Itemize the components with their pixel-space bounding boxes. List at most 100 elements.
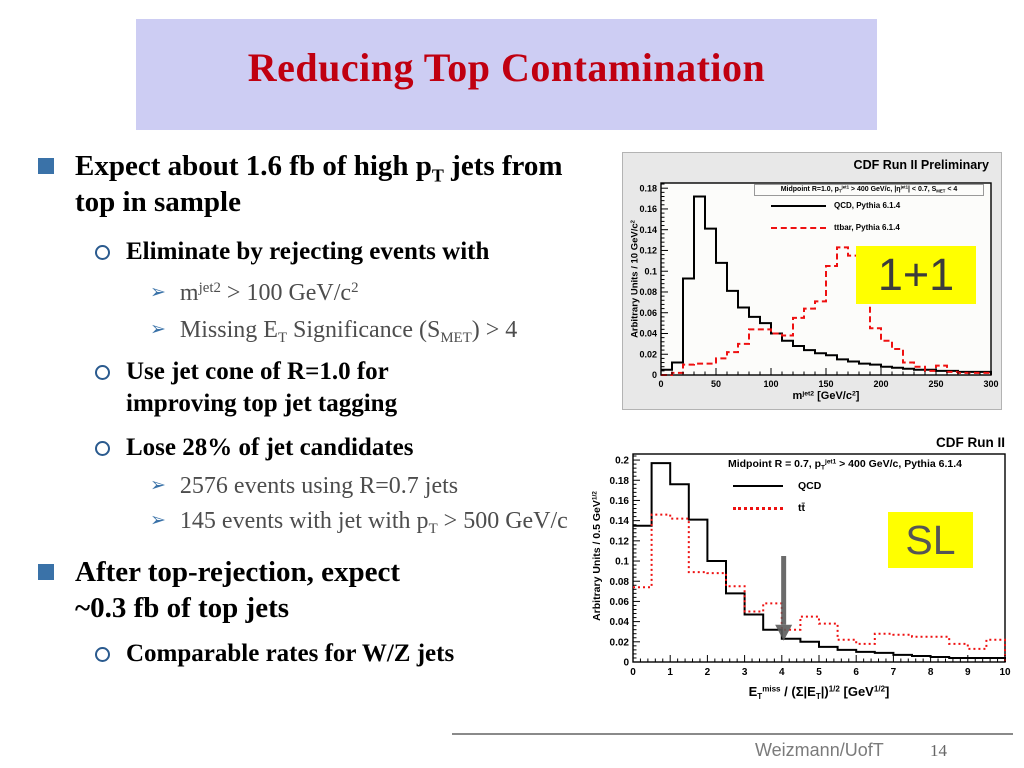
page-number: 14 <box>930 741 947 760</box>
legend-label: QCD, Pythia 6.1.4 <box>834 201 901 210</box>
legend-entry-qcd: QCD, Pythia 6.1.4 <box>771 201 900 210</box>
annotation-1plus1: 1+1 <box>856 246 976 304</box>
ttbar-line-sample <box>771 226 826 229</box>
x-tick-label: 150 <box>818 379 833 389</box>
bullet-text: Eliminate by rejecting events with <box>126 238 490 265</box>
x-axis-label: ETmiss / (Σ|ET|)1/2 [GeV1/2] <box>748 684 890 701</box>
square-bullet-marker <box>38 564 54 580</box>
legend-entry-ttbar: tt̄ <box>733 502 805 514</box>
legend-entry-ttbar: ttbar, Pythia 6.1.4 <box>771 223 900 232</box>
chart-met-significance: 0 1 2 3 4 5 6 7 8 9 10 0 0.02 0.04 0.06 0.08 0.1 0.12 0.14… <box>585 428 1013 712</box>
bullet-text: Missing ET Significance (SMET) > 4 <box>179 317 518 347</box>
legend-label: QCD <box>798 480 822 492</box>
circle-bullet-marker <box>95 441 110 456</box>
annotation-sl: SL <box>888 512 973 568</box>
bullet-item: ➢ 2576 events using R=0.7 jets <box>28 471 628 501</box>
bullet-item: Eliminate by rejecting events with <box>28 236 628 268</box>
y-tick-label: 0.02 <box>610 637 630 648</box>
circle-bullet-marker <box>95 365 110 380</box>
footer-affiliation: Weizmann/UofT <box>755 740 884 760</box>
y-tick-label: 0.14 <box>610 516 630 527</box>
bullet-text: Lose 28% of jet candidates <box>126 434 414 461</box>
y-axis-label: Arbitrary Units / 0.5 GeV1/2 <box>591 491 603 621</box>
y-tick-label: 0.06 <box>639 308 657 318</box>
arrow-bullet-marker: ➢ <box>150 318 166 340</box>
chart-mjet2: 0 50 100 150 200 250 300 0 0.02 0.04 0.06 0.08 0.1 0.… <box>622 152 1002 410</box>
bullet-text: 145 events with jet with pT > 500 GeV/c <box>179 508 568 538</box>
bullet-text: mjet2 > 100 GeV/c2 <box>179 279 359 306</box>
y-axis-label: Arbitrary Units / 10 GeV/c2 <box>629 220 641 338</box>
bullet-item: ➢ 145 events with jet with pT > 500 GeV/c <box>28 506 628 538</box>
y-tick-label: 0 <box>623 658 629 669</box>
y-tick-label: 0.2 <box>615 456 629 467</box>
y-tick-label: 0.1 <box>615 557 629 568</box>
bullet-item: ➢ Missing ET Significance (SMET) > 4 <box>28 315 628 347</box>
arrow-bullet-marker: ➢ <box>150 474 166 496</box>
x-tick-label: 1 <box>667 667 673 678</box>
bullet-item: After top-rejection, expect ~0.3 fb of t… <box>28 554 628 626</box>
qcd-line-sample <box>733 485 783 487</box>
y-tick-label: 0.18 <box>610 476 630 487</box>
x-tick-label: 300 <box>983 379 998 389</box>
bullet-list: Expect about 1.6 fb of high pT jets from… <box>28 148 628 670</box>
bullet-text: After top-rejection, expect ~0.3 fb of t… <box>75 556 401 624</box>
y-tick-label: 0.08 <box>639 287 657 297</box>
x-axis-label: mjet2 [GeV/c2] <box>792 390 860 402</box>
legend-entry-qcd: QCD <box>733 480 821 492</box>
ttbar-line-sample <box>733 506 783 510</box>
bullet-text: Comparable rates for W/Z jets <box>126 640 455 667</box>
circle-bullet-marker <box>95 647 110 662</box>
x-tick-label: 5 <box>816 667 822 678</box>
x-tick-label: 100 <box>763 379 778 389</box>
bullet-text: Expect about 1.6 fb of high pT jets from… <box>75 150 563 218</box>
bullet-item: ➢ mjet2 > 100 GeV/c2 <box>28 278 628 308</box>
bullet-item: Comparable rates for W/Z jets <box>28 638 628 670</box>
y-tick-label: 0.08 <box>610 577 630 588</box>
y-tick-label: 0.16 <box>639 204 657 214</box>
bullet-item: Lose 28% of jet candidates <box>28 432 628 464</box>
x-tick-label: 0 <box>630 667 636 678</box>
y-tick-label: 0.02 <box>639 349 657 359</box>
chart-title: CDF Run II Preliminary <box>853 158 989 172</box>
x-tick-label: 0 <box>658 379 663 389</box>
x-tick-label: 10 <box>999 667 1011 678</box>
y-tick-label: 0.12 <box>610 536 630 547</box>
footer-divider <box>452 733 1013 735</box>
x-tick-label: 250 <box>928 379 943 389</box>
x-tick-label: 200 <box>873 379 888 389</box>
y-tick-label: 0.04 <box>639 329 657 339</box>
y-tick-label: 0.16 <box>610 496 630 507</box>
chart-title: CDF Run II <box>936 435 1005 450</box>
arrow-bullet-marker: ➢ <box>150 281 166 303</box>
bullet-item: Use jet cone of R=1.0 for improving top … <box>28 356 628 420</box>
bullet-item: Expect about 1.6 fb of high pT jets from… <box>28 148 628 220</box>
x-tick-label: 50 <box>711 379 721 389</box>
x-tick-label: 7 <box>891 667 897 678</box>
y-tick-label: 0.14 <box>639 225 657 235</box>
x-tick-label: 6 <box>853 667 859 678</box>
y-tick-label: 0.04 <box>610 617 630 628</box>
bullet-text: 2576 events using R=0.7 jets <box>179 473 459 499</box>
circle-bullet-marker <box>95 245 110 260</box>
x-tick-label: 8 <box>928 667 934 678</box>
ttbar-histogram-line <box>661 246 992 376</box>
x-tick-label: 9 <box>965 667 971 678</box>
x-tick-label: 3 <box>742 667 748 678</box>
x-tick-label: 2 <box>705 667 711 678</box>
y-tick-label: 0.1 <box>644 266 657 276</box>
square-bullet-marker <box>38 158 54 174</box>
x-tick-label: 4 <box>779 667 785 678</box>
met-significance-histogram-plot: 0 1 2 3 4 5 6 7 8 9 10 0 0.02 0.04 0.06 0.08 0.1 0.12 0.14… <box>610 453 1011 678</box>
arrow-bullet-marker: ➢ <box>150 509 166 531</box>
slide-title-box: Reducing Top Contamination <box>136 19 877 130</box>
legend-label: tt̄ <box>798 502 805 514</box>
y-tick-label: 0 <box>652 370 657 380</box>
ttbar-histogram-line <box>633 513 1006 662</box>
y-tick-label: 0.18 <box>639 183 657 193</box>
chart-condition-label: Midpoint R=1.0, pTjet1 > 400 GeV/c, |ηje… <box>754 184 984 196</box>
slide-title: Reducing Top Contamination <box>247 45 766 90</box>
cut-arrow-head <box>775 624 793 641</box>
y-tick-label: 0.06 <box>610 597 630 608</box>
chart-condition-label: Midpoint R = 0.7, pTjet1 > 400 GeV/c, Py… <box>727 458 963 472</box>
y-tick-label: 0.12 <box>639 246 657 256</box>
